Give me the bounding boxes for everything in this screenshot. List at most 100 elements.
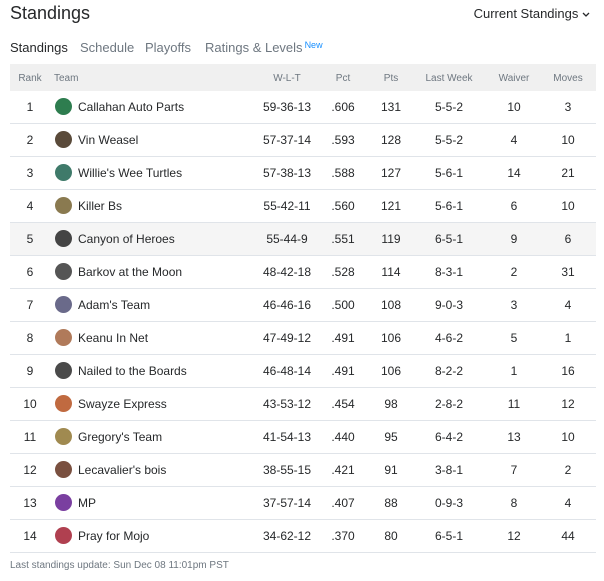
table-cell: 46-46-16 [262, 298, 312, 312]
table-header [10, 64, 596, 91]
table-row [10, 157, 596, 190]
table-row [10, 388, 596, 421]
tab[interactable]: Standings [10, 40, 68, 55]
table-cell: 47-49-12 [262, 331, 312, 345]
team-name[interactable]: Keanu In Net [78, 331, 149, 345]
team-name[interactable]: Vin Weasel [78, 133, 139, 147]
table-cell: 5-6-1 [434, 199, 464, 213]
table-cell: 1 [510, 364, 518, 378]
team-name[interactable]: Callahan Auto Parts [78, 100, 185, 114]
table-cell: .491 [331, 331, 355, 345]
tab[interactable]: Ratings & Levels [205, 40, 303, 55]
team-logo [55, 164, 72, 181]
team-name[interactable]: Willie's Wee Turtles [78, 166, 183, 180]
table-cell: 2 [510, 265, 518, 279]
table-row [10, 289, 596, 322]
table-cell: 37-57-14 [262, 496, 312, 510]
table-cell: 3 [510, 298, 518, 312]
table-cell: 106 [380, 331, 402, 345]
team-name[interactable]: Canyon of Heroes [78, 232, 175, 246]
page-title: Standings [10, 3, 91, 23]
table-cell: 13 [507, 430, 521, 444]
team-name[interactable]: Barkov at the Moon [78, 265, 183, 279]
table-cell: 4 [564, 298, 572, 312]
team-name[interactable]: MP [78, 496, 96, 510]
team-logo [55, 461, 72, 478]
table-cell: 11 [23, 430, 37, 444]
table-cell: 131 [380, 100, 402, 114]
table-cell: 10 [561, 133, 575, 147]
table-cell: 3-8-1 [434, 463, 464, 477]
standings-dropdown[interactable]: Current Standings [474, 6, 590, 21]
table-cell: .421 [331, 463, 355, 477]
table-cell: 11 [507, 397, 521, 411]
tab[interactable]: Schedule [80, 40, 135, 55]
table-cell: 98 [384, 397, 398, 411]
table-row [10, 520, 596, 553]
table-cell: 14 [23, 529, 37, 543]
table-cell: 121 [380, 199, 402, 213]
table-cell: 1 [564, 331, 572, 345]
table-cell: 108 [380, 298, 402, 312]
team-name[interactable]: Lecavalier's bois [78, 463, 167, 477]
team-logo [55, 527, 72, 544]
table-cell: .528 [331, 265, 355, 279]
column-header: W-L-T [273, 73, 301, 84]
table-row [10, 124, 596, 157]
team-name[interactable]: Gregory's Team [78, 430, 163, 444]
team-logo [55, 395, 72, 412]
table-cell: 6-5-1 [434, 529, 464, 543]
table-cell: .606 [331, 100, 355, 114]
table-cell: .588 [331, 166, 355, 180]
table-cell: 4-6-2 [434, 331, 464, 345]
table-cell: 8-2-2 [434, 364, 464, 378]
table-cell: 3 [564, 100, 572, 114]
table-cell: 4 [510, 133, 518, 147]
table-cell: 95 [384, 430, 398, 444]
new-badge: New [304, 40, 323, 50]
table-cell: 57-38-13 [262, 166, 312, 180]
table-cell: 127 [380, 166, 402, 180]
team-name[interactable]: Nailed to the Boards [78, 364, 187, 378]
table-cell: 3 [26, 166, 34, 180]
table-cell: 114 [381, 265, 401, 279]
team-name[interactable]: Swayze Express [78, 397, 167, 411]
team-name[interactable]: Pray for Mojo [78, 529, 150, 543]
table-cell: 38-55-15 [262, 463, 312, 477]
table-cell: 12 [561, 397, 575, 411]
table-cell: 4 [26, 199, 34, 213]
table-cell: .560 [331, 199, 355, 213]
table-cell: .500 [331, 298, 355, 312]
tab[interactable]: Playoffs [145, 40, 192, 55]
table-cell: 55-44-9 [266, 232, 308, 246]
table-cell: 14 [507, 166, 521, 180]
table-cell: 10 [23, 397, 37, 411]
column-header: Pts [383, 73, 399, 84]
table-cell: 5-5-2 [434, 133, 464, 147]
column-header: Moves [553, 73, 583, 84]
table-cell: 9-0-3 [434, 298, 464, 312]
table-cell: 48-42-18 [262, 265, 312, 279]
table-cell: 4 [564, 496, 572, 510]
table-cell: 10 [561, 199, 575, 213]
table-cell: .370 [331, 529, 355, 543]
team-logo [55, 197, 72, 214]
table-cell: .454 [331, 397, 355, 411]
table-cell: 2-8-2 [434, 397, 464, 411]
team-name[interactable]: Killer Bs [78, 199, 123, 213]
table-cell: 57-37-14 [262, 133, 312, 147]
column-header: Pct [335, 73, 351, 84]
column-header: Last Week [425, 73, 473, 84]
team-name[interactable]: Adam's Team [78, 298, 151, 312]
table-cell: 5 [510, 331, 518, 345]
column-header: Rank [18, 73, 42, 84]
table-cell: 8 [510, 496, 518, 510]
team-logo [55, 362, 72, 379]
table-cell: .491 [331, 364, 355, 378]
dropdown-label[interactable]: Current Standings [473, 6, 579, 21]
table-cell: 41-54-13 [262, 430, 312, 444]
table-row [10, 190, 596, 223]
team-logo [55, 98, 72, 115]
column-header: Team [54, 73, 79, 84]
